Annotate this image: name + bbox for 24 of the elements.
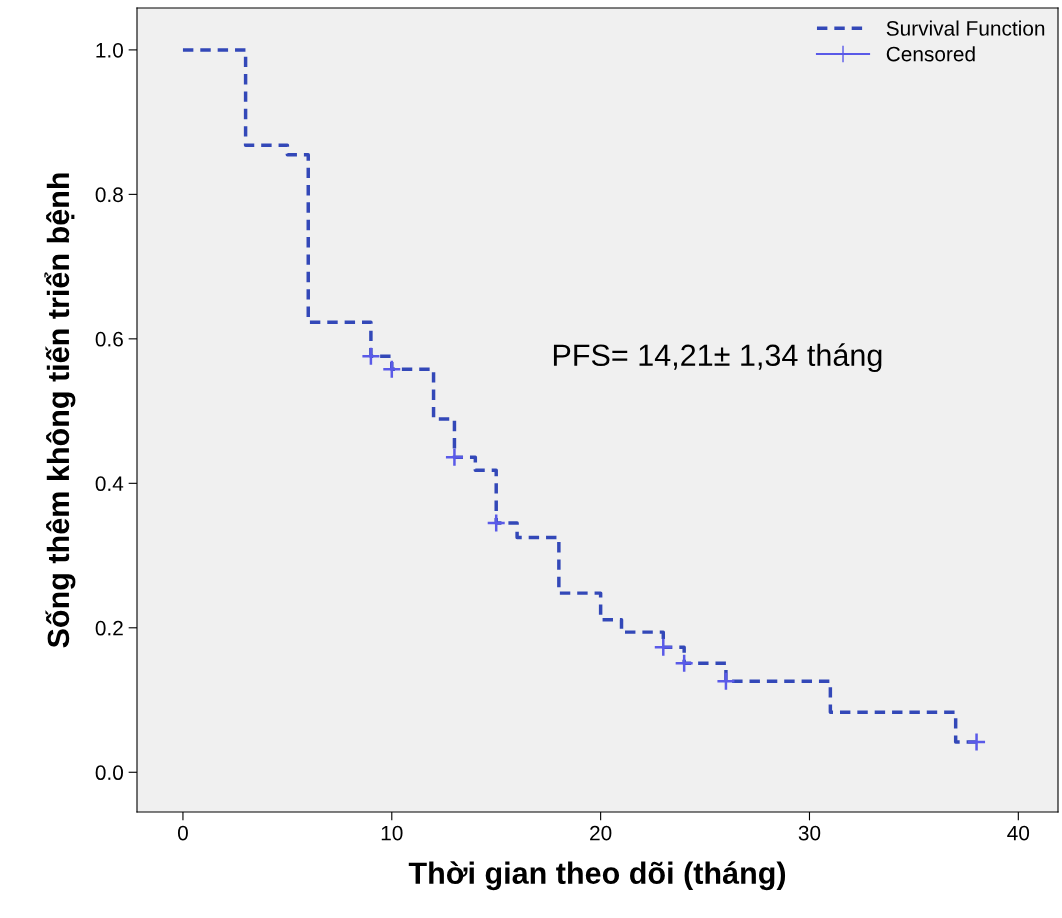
x-axis-title: Thời gian theo dõi (tháng)	[408, 861, 786, 891]
x-tick-label: 0	[177, 825, 188, 841]
annotation: PFS= 14,21± 1,34 tháng	[553, 343, 882, 373]
x-tick-label: 10	[381, 825, 403, 841]
y-tick-label: 0.8	[95, 187, 123, 203]
y-tick-label: 0.0	[95, 765, 123, 781]
point	[486, 513, 506, 533]
point	[674, 653, 694, 673]
legend-label: Survival Function	[886, 20, 1045, 36]
x-tick-label: 30	[798, 825, 821, 841]
y-tick-label: 0.6	[95, 331, 123, 347]
point	[966, 732, 987, 752]
x-tick-label: 20	[590, 825, 612, 841]
legend-label: Censored	[886, 46, 975, 62]
y-axis-title: Sống thêm không tiến triển bệnh	[44, 173, 76, 648]
point	[716, 671, 736, 692]
y-tick-label: 1.0	[96, 42, 123, 58]
point	[444, 447, 465, 468]
point	[653, 637, 674, 658]
y-tick-label: 0.2	[95, 620, 123, 636]
x-tick-label: 40	[1007, 825, 1030, 841]
point	[361, 346, 381, 366]
point	[382, 359, 402, 379]
y-tick-label: 0.4	[95, 476, 124, 492]
